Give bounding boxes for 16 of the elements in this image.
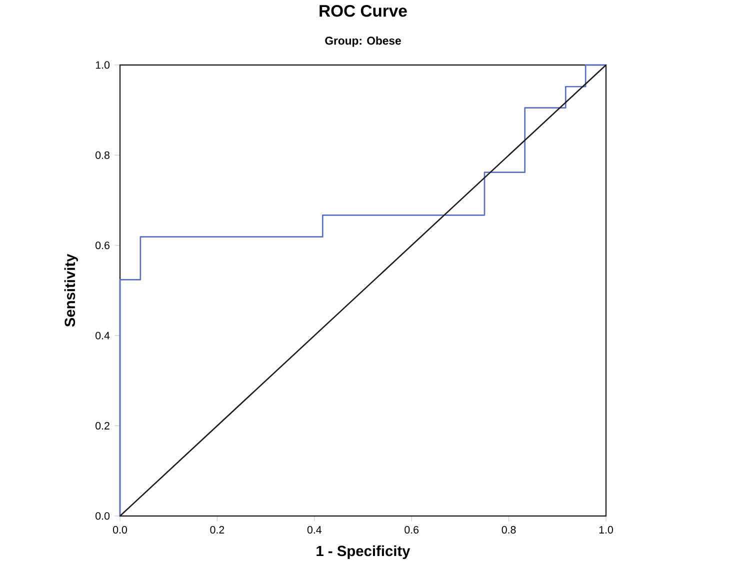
x-tick-label: 0.6	[404, 526, 419, 534]
y-axis-title: Sensitivity	[64, 254, 78, 327]
y-tick-label: 0.6	[96, 242, 110, 250]
x-tick-label: 0.2	[210, 526, 224, 534]
x-axis-title: 1 - Specificity	[316, 545, 410, 560]
y-tick-label: 1.0	[96, 61, 110, 69]
x-tick-label: 0.4	[307, 526, 322, 534]
y-tick-label: 0.0	[96, 512, 110, 520]
y-tick-label: 0.2	[96, 422, 110, 430]
y-tick-label: 0.8	[96, 151, 110, 159]
chart-subtitle: Group: Obese	[325, 36, 401, 47]
x-tick-label: 0.0	[113, 526, 128, 534]
x-tick-label: 0.8	[502, 526, 516, 534]
chart-title: ROC Curve	[320, 4, 407, 17]
x-tick-label: 1.0	[599, 526, 613, 534]
y-tick-label: 0.4	[96, 332, 110, 340]
